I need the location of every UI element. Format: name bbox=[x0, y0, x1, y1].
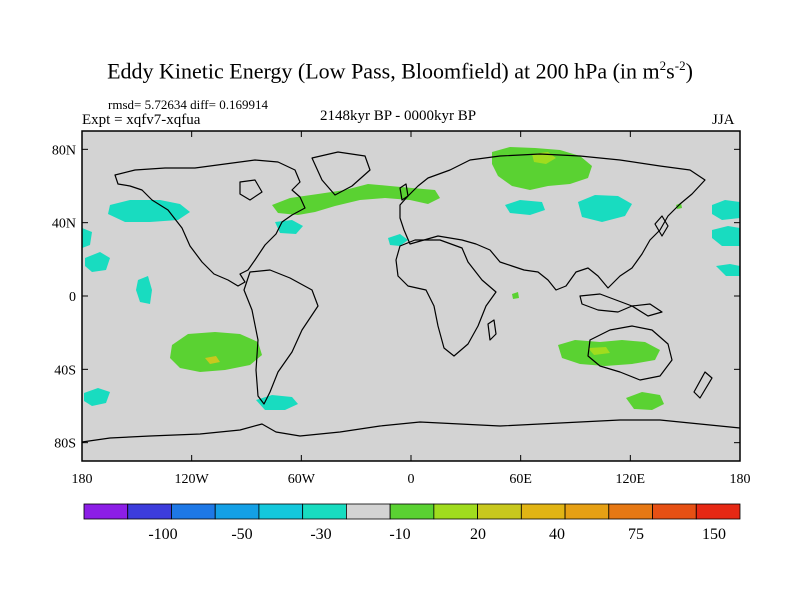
coast-madagascar bbox=[487, 319, 497, 341]
stats-label: rmsd= 5.72634 diff= 0.169914 bbox=[108, 97, 268, 112]
coast-indonesia bbox=[579, 293, 633, 313]
colorbar-box bbox=[652, 503, 697, 520]
coast-greenland bbox=[311, 151, 371, 196]
coast-hudson-bay bbox=[239, 179, 263, 201]
season-label: JJA bbox=[712, 112, 735, 128]
colorbar-label: 75 bbox=[628, 526, 644, 543]
fill-negative-central-asia bbox=[505, 200, 545, 215]
coast-south-america bbox=[243, 269, 319, 405]
anomaly-fills bbox=[82, 147, 740, 410]
lat-tick-label: 40S bbox=[54, 363, 76, 378]
chart-title: Eddy Kinetic Energy (Low Pass, Bloomfiel… bbox=[0, 58, 800, 84]
colorbar: -100 -50 -30 -10 20 40 75 150 bbox=[83, 503, 741, 543]
map-axes: 80N 40N 0 40S 80S 180 120W 60W 0 60E 120E 180 bbox=[52, 131, 751, 487]
coast-british-isles bbox=[399, 183, 409, 201]
fill-negative-pacific-east-3 bbox=[716, 264, 740, 276]
lon-tick-label: 60W bbox=[288, 472, 316, 487]
coast-africa bbox=[395, 239, 497, 357]
coast-eurasia bbox=[399, 153, 706, 291]
coast-new-guinea bbox=[631, 303, 663, 317]
colorbar-label: -100 bbox=[148, 526, 177, 543]
period-label: 2148kyr BP - 0000kyr BP bbox=[320, 108, 477, 124]
title-sup-2: -2 bbox=[674, 58, 686, 73]
colorbar-label: -50 bbox=[231, 526, 252, 543]
lat-tick-label: 80N bbox=[52, 143, 76, 158]
colorbar-box bbox=[83, 503, 129, 520]
colorbar-box bbox=[345, 503, 391, 520]
colorbar-box bbox=[477, 503, 522, 520]
colorbar-box bbox=[520, 503, 566, 520]
fill-negative-atlantic-west bbox=[275, 220, 303, 234]
coast-north-america bbox=[114, 159, 306, 287]
colorbar-label: 150 bbox=[702, 526, 726, 543]
coast-antarctica bbox=[81, 419, 741, 443]
fill-positive-siberia bbox=[492, 147, 592, 190]
lon-tick-label: 60E bbox=[509, 472, 532, 487]
fill-negative-south-pacific-west bbox=[84, 388, 110, 406]
colorbar-label: 40 bbox=[549, 526, 565, 543]
fill-positive-pacific-east bbox=[676, 203, 682, 209]
coast-japan bbox=[654, 215, 669, 237]
fill-negative-north-pacific-west bbox=[108, 200, 190, 222]
colorbar-box bbox=[433, 503, 479, 520]
colorbar-box bbox=[214, 503, 260, 520]
fill-positive-south-pacific-core bbox=[205, 356, 220, 364]
title-mid: s bbox=[666, 58, 675, 84]
colorbar-label: -10 bbox=[389, 526, 410, 543]
fill-positive-arabia bbox=[512, 292, 519, 299]
lon-tick-label: 0 bbox=[408, 472, 415, 487]
colorbar-label: -30 bbox=[310, 526, 331, 543]
title-sup-1: 2 bbox=[659, 58, 667, 73]
fill-negative-north-pacific-edge bbox=[82, 228, 92, 248]
lon-tick-label: 180 bbox=[72, 472, 93, 487]
colorbar-box bbox=[564, 503, 610, 520]
coast-australia bbox=[587, 325, 673, 381]
title-text: Eddy Kinetic Energy (Low Pass, Bloomfiel… bbox=[107, 58, 660, 84]
fill-negative-pacific-east-1 bbox=[712, 200, 740, 220]
fill-negative-pacific-east-2 bbox=[712, 226, 740, 246]
fill-negative-pacific-blob bbox=[85, 252, 110, 272]
colorbar-label: 20 bbox=[470, 526, 486, 543]
coast-new-zealand bbox=[693, 371, 713, 399]
colorbar-box bbox=[695, 503, 741, 520]
colorbar-box bbox=[127, 503, 172, 520]
colorbar-box bbox=[258, 503, 304, 520]
coastlines bbox=[81, 151, 741, 443]
lon-tick-label: 180 bbox=[730, 472, 751, 487]
map-background bbox=[82, 131, 740, 461]
lon-tick-label: 120W bbox=[175, 472, 210, 487]
lat-tick-label: 40N bbox=[52, 217, 76, 232]
colorbar-box bbox=[171, 503, 216, 520]
fill-positive-atlantic bbox=[272, 184, 440, 215]
colorbar-box bbox=[608, 503, 653, 520]
fill-positive-south-indian-core bbox=[588, 347, 610, 355]
fill-positive-tasman bbox=[626, 392, 664, 410]
colorbar-box bbox=[302, 503, 347, 520]
fill-positive-south-pacific bbox=[170, 332, 262, 372]
lat-tick-label: 80S bbox=[54, 437, 76, 452]
lon-tick-label: 120E bbox=[616, 472, 646, 487]
fill-negative-europe bbox=[388, 234, 408, 246]
lat-tick-label: 0 bbox=[69, 290, 76, 305]
colorbar-box bbox=[389, 503, 435, 520]
fill-negative-east-asia bbox=[578, 195, 632, 222]
title-end: ) bbox=[685, 58, 693, 84]
fill-negative-pacific-tropical bbox=[136, 276, 152, 304]
experiment-label: Expt = xqfv7-xqfua bbox=[82, 112, 201, 128]
